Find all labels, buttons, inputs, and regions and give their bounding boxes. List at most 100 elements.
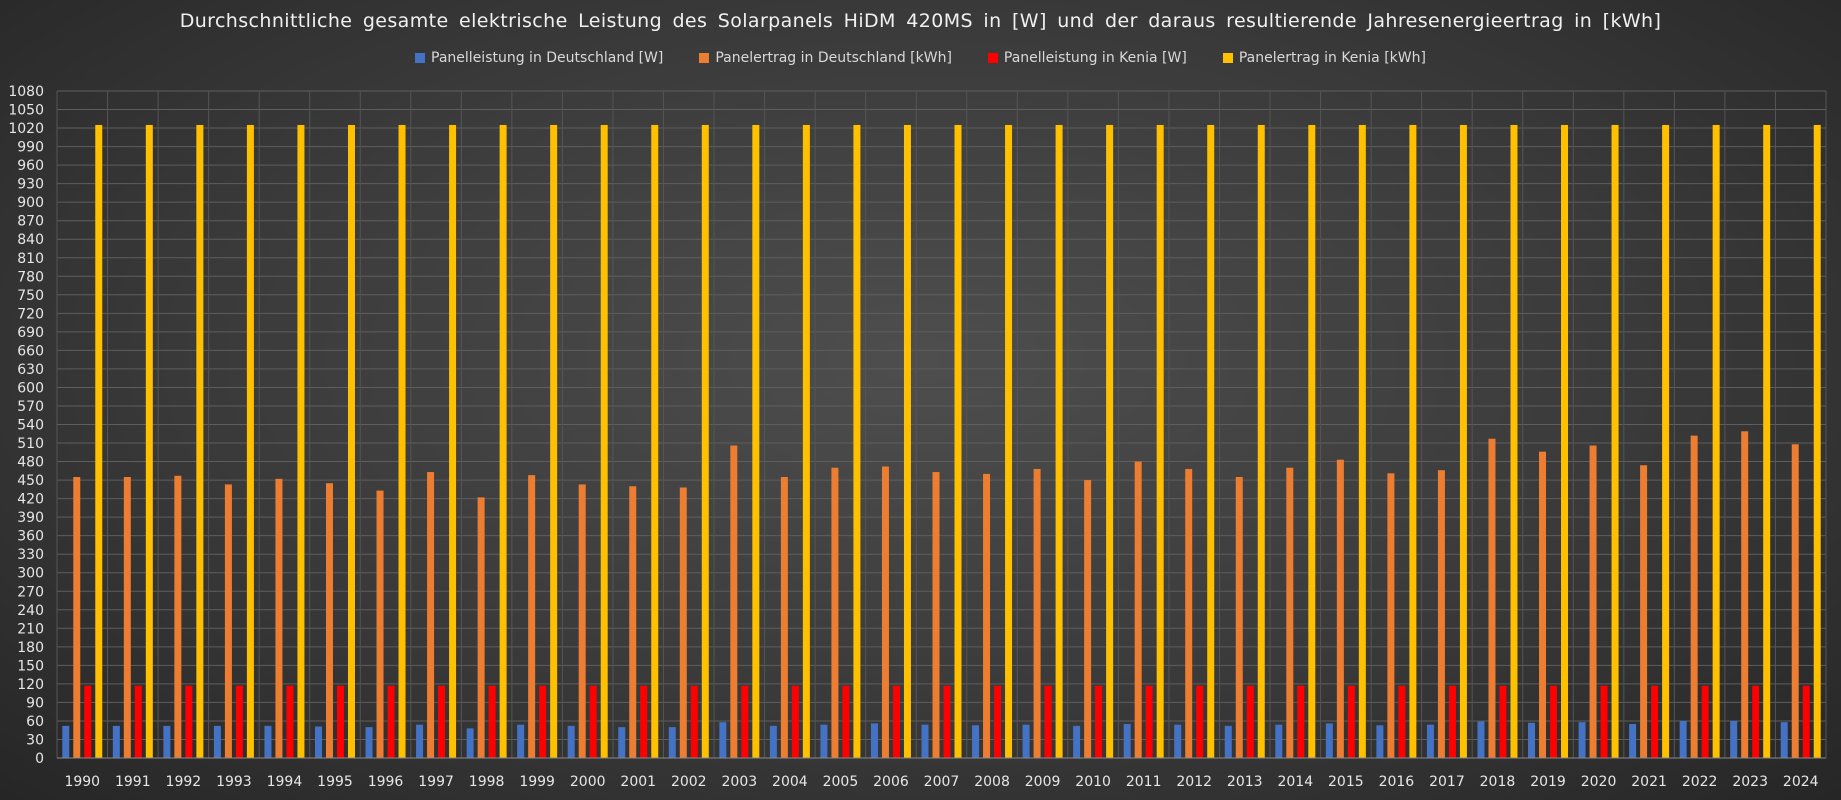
x-tick-label: 2018: [1480, 774, 1516, 790]
bar: [365, 727, 373, 758]
legend-item-de-yield: Panelertrag in Deutschland [kWh]: [699, 50, 952, 66]
x-tick-label: 2023: [1732, 774, 1768, 790]
y-tick-label: 570: [17, 399, 44, 415]
bar: [1196, 685, 1204, 758]
bar: [1134, 461, 1142, 758]
bar: [62, 725, 70, 758]
bar: [842, 685, 850, 758]
x-tick-label: 1991: [115, 774, 151, 790]
x-tick-label: 2014: [1277, 774, 1313, 790]
bar: [679, 487, 687, 758]
bar: [1336, 459, 1344, 758]
bar: [1611, 124, 1619, 758]
bar: [921, 724, 929, 758]
legend: Panelleistung in Deutschland [W] Paneler…: [0, 50, 1841, 66]
y-tick-label: 810: [17, 251, 44, 267]
bar: [1174, 724, 1182, 758]
legend-label: Panelleistung in Deutschland [W]: [431, 50, 664, 66]
x-tick-label: 2005: [823, 774, 859, 790]
y-tick-label: 90: [26, 695, 44, 711]
y-tick-label: 420: [17, 492, 44, 508]
x-tick-label: 1993: [216, 774, 252, 790]
x-tick-label: 2002: [671, 774, 707, 790]
bar: [1275, 724, 1283, 758]
legend-swatch: [1222, 53, 1233, 63]
bar: [831, 467, 839, 758]
bar: [550, 124, 558, 758]
bar: [1499, 685, 1507, 758]
bar: [651, 124, 659, 758]
bar: [427, 472, 435, 758]
bar: [1055, 124, 1063, 758]
y-tick-label: 480: [17, 455, 44, 471]
y-tick-label: 270: [17, 584, 44, 600]
bar: [1044, 685, 1052, 758]
bar: [1651, 685, 1659, 758]
legend-label: Panelleistung in Kenia [W]: [1003, 50, 1187, 66]
x-tick-label: 1990: [64, 774, 100, 790]
bar: [994, 685, 1002, 758]
bar: [438, 685, 446, 758]
bar: [325, 483, 333, 758]
bar: [275, 478, 283, 758]
bar: [336, 685, 344, 758]
bar: [112, 725, 120, 758]
bar: [719, 722, 727, 758]
x-tick-label: 2024: [1783, 774, 1819, 790]
bar: [1145, 685, 1153, 758]
bar: [196, 124, 204, 758]
y-tick-label: 990: [17, 140, 44, 156]
bar: [1791, 444, 1799, 758]
bar: [449, 124, 457, 758]
bar: [567, 725, 575, 758]
y-tick-label: 630: [17, 362, 44, 378]
x-tick-label: 1994: [267, 774, 303, 790]
y-tick-label: 660: [17, 343, 44, 359]
x-tick-label: 1992: [166, 774, 202, 790]
bar: [1207, 124, 1215, 758]
bar: [398, 124, 406, 758]
bar: [983, 473, 991, 758]
bar: [1106, 124, 1114, 758]
bar: [820, 724, 828, 758]
bar: [802, 124, 810, 758]
bar: [578, 484, 586, 758]
bar: [1347, 685, 1355, 758]
bar: [416, 724, 424, 758]
bar: [1550, 685, 1558, 758]
bar: [347, 124, 355, 758]
legend-item-ke-yield: Panelertrag in Kenia [kWh]: [1222, 50, 1426, 66]
y-tick-label: 360: [17, 529, 44, 545]
bar: [174, 475, 182, 758]
y-tick-label: 690: [17, 325, 44, 341]
bar: [1185, 468, 1193, 758]
x-tick-label: 2015: [1328, 774, 1364, 790]
bar: [185, 685, 193, 758]
x-tick-label: 1997: [418, 774, 454, 790]
bar: [376, 490, 384, 758]
bar: [1005, 124, 1013, 758]
bar: [853, 124, 861, 758]
bar: [286, 685, 294, 758]
bar: [600, 124, 608, 758]
bar: [1257, 124, 1265, 758]
y-tick-label: 750: [17, 288, 44, 304]
bar: [769, 725, 777, 758]
y-tick-label: 840: [17, 232, 44, 248]
bar: [640, 685, 648, 758]
bar: [1123, 724, 1131, 758]
bar: [1640, 465, 1648, 758]
legend-swatch: [415, 53, 426, 63]
y-tick-label: 120: [17, 677, 44, 693]
bar: [1730, 720, 1738, 758]
bar: [903, 124, 911, 758]
bar: [1477, 721, 1485, 758]
x-tick-label: 2006: [873, 774, 909, 790]
bar: [1297, 685, 1305, 758]
bar: [1690, 435, 1698, 758]
bar: [264, 725, 272, 758]
bar: [1437, 470, 1445, 758]
bar: [589, 685, 597, 758]
legend-item-ke-power: Panelleistung in Kenia [W]: [987, 50, 1187, 66]
